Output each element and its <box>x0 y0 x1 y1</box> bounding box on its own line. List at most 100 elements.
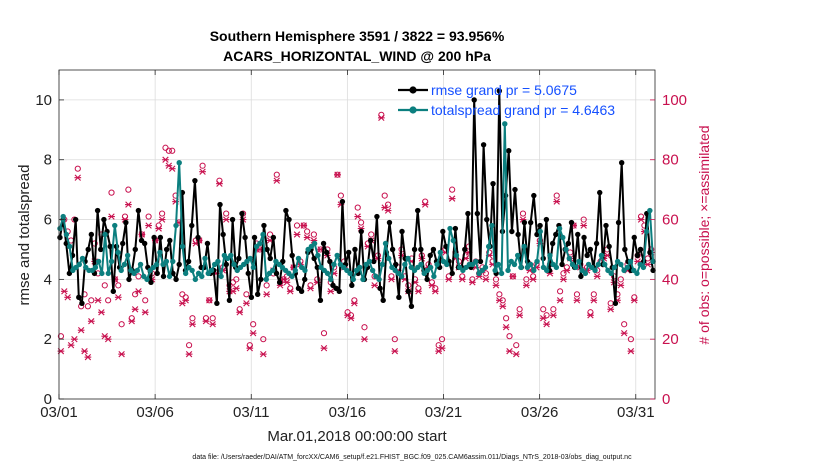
obs-possible-marker <box>250 321 257 328</box>
obs-possible-marker <box>118 321 125 328</box>
obs-assimilated-marker <box>135 288 142 295</box>
totalspread-point <box>534 258 540 265</box>
rmse-point <box>141 240 148 247</box>
y-axis-label: rmse and totalspread <box>16 165 33 306</box>
obs-assimilated-marker <box>469 279 476 286</box>
rmse-point <box>380 297 386 303</box>
totalspread-point <box>112 222 118 229</box>
totalspread-point <box>531 267 537 274</box>
totalspread-point <box>598 252 605 259</box>
obs-assimilated-marker <box>445 276 453 283</box>
rmse-point <box>270 234 277 241</box>
obs-assimilated-marker <box>549 312 557 319</box>
obs-assimilated-marker <box>587 312 594 319</box>
y-tick-label: 4 <box>44 271 52 288</box>
obs-assimilated-marker <box>205 297 213 304</box>
chart-title: Southern Hemisphere 3591 / 3822 = 93.956… <box>210 28 505 44</box>
rmse-point <box>440 228 446 235</box>
totalspread-point <box>357 264 363 271</box>
rmse-point <box>148 279 154 286</box>
rmse-point <box>477 258 484 265</box>
obs-assimilated-marker <box>354 213 362 220</box>
rmse-point <box>302 276 308 283</box>
obs-assimilated-marker <box>523 282 530 289</box>
obs-assimilated-marker <box>593 273 601 280</box>
obs-possible-marker <box>543 312 550 319</box>
totalspread-point <box>560 234 566 241</box>
totalspread-point <box>199 273 205 280</box>
rmse-point <box>490 180 496 187</box>
rmse-point <box>506 148 512 154</box>
totalspread-point <box>208 267 215 274</box>
rmse-point <box>553 231 559 238</box>
obs-assimilated-marker <box>320 344 328 352</box>
totalspread-point <box>544 267 550 274</box>
rmse-point <box>377 285 383 292</box>
totalspread-point <box>444 261 450 268</box>
totalspread-point <box>473 258 479 265</box>
obs-assimilated-marker <box>580 222 588 229</box>
obs-assimilated-marker <box>87 318 95 325</box>
obs-assimilated-marker <box>243 300 250 307</box>
obs-assimilated-marker <box>293 231 301 238</box>
obs-assimilated-marker <box>273 177 281 184</box>
rmse-point <box>496 88 503 94</box>
totalspread-point <box>566 255 572 262</box>
obs-possible-marker <box>273 171 280 178</box>
rmse-point <box>424 276 430 283</box>
rmse-point <box>484 216 490 223</box>
obs-assimilated-marker <box>617 282 625 289</box>
rmse-point <box>512 186 518 193</box>
obs-assimilated-marker <box>141 309 149 316</box>
rmse-point <box>399 228 405 235</box>
chart-subtitle: ACARS_HORIZONTAL_WIND @ 200 hPa <box>223 48 491 64</box>
rmse-point <box>565 240 572 247</box>
y-tick-label: 0 <box>44 391 52 408</box>
obs-possible-marker <box>580 216 587 223</box>
obs-assimilated-marker <box>607 306 615 313</box>
rmse-point <box>245 270 251 277</box>
obs-assimilated-marker <box>512 350 520 358</box>
rmse-point <box>584 252 590 259</box>
obs-possible-marker <box>293 222 301 229</box>
rmse-point <box>189 222 195 229</box>
totalspread-point <box>608 270 614 277</box>
rmse-point <box>631 234 637 241</box>
obs-assimilated-marker <box>162 156 169 163</box>
obs-assimilated-marker <box>496 297 503 304</box>
obs-possible-marker <box>354 204 361 211</box>
totalspread-point <box>511 261 518 268</box>
totalspread-point <box>295 255 302 262</box>
obs-assimilated-marker <box>506 347 513 355</box>
obs-possible-marker <box>435 342 442 349</box>
rmse-point <box>358 228 364 235</box>
obs-assimilated-marker <box>350 300 358 307</box>
totalspread-point <box>92 264 99 271</box>
totalspread-point <box>192 276 199 283</box>
obs-assimilated-marker <box>125 201 132 208</box>
totalspread-point <box>215 258 221 265</box>
obs-assimilated-marker <box>263 291 271 298</box>
obs-possible-marker <box>115 282 122 289</box>
obs-possible-marker <box>260 336 267 343</box>
obs-possible-marker <box>310 231 317 238</box>
obs-assimilated-marker <box>249 330 257 337</box>
obs-assimilated-marker <box>458 276 466 283</box>
rmse-point <box>637 246 644 253</box>
totalspread-point <box>582 270 589 277</box>
obs-possible-marker <box>243 291 250 298</box>
totalspread-point <box>124 252 131 259</box>
obs-assimilated-marker <box>216 180 223 187</box>
totalspread-point <box>247 255 253 262</box>
obs-possible-marker <box>125 186 132 193</box>
rmse-point <box>345 249 352 256</box>
rmse-point <box>396 294 402 301</box>
obs-assimilated-marker <box>98 309 105 316</box>
obs-assimilated-marker <box>283 279 291 286</box>
totalspread-point <box>447 225 453 232</box>
obs-possible-marker <box>169 147 176 154</box>
rmse-point <box>408 303 415 309</box>
rmse-point <box>160 273 167 280</box>
x-tick-label: 03/16 <box>329 404 367 421</box>
